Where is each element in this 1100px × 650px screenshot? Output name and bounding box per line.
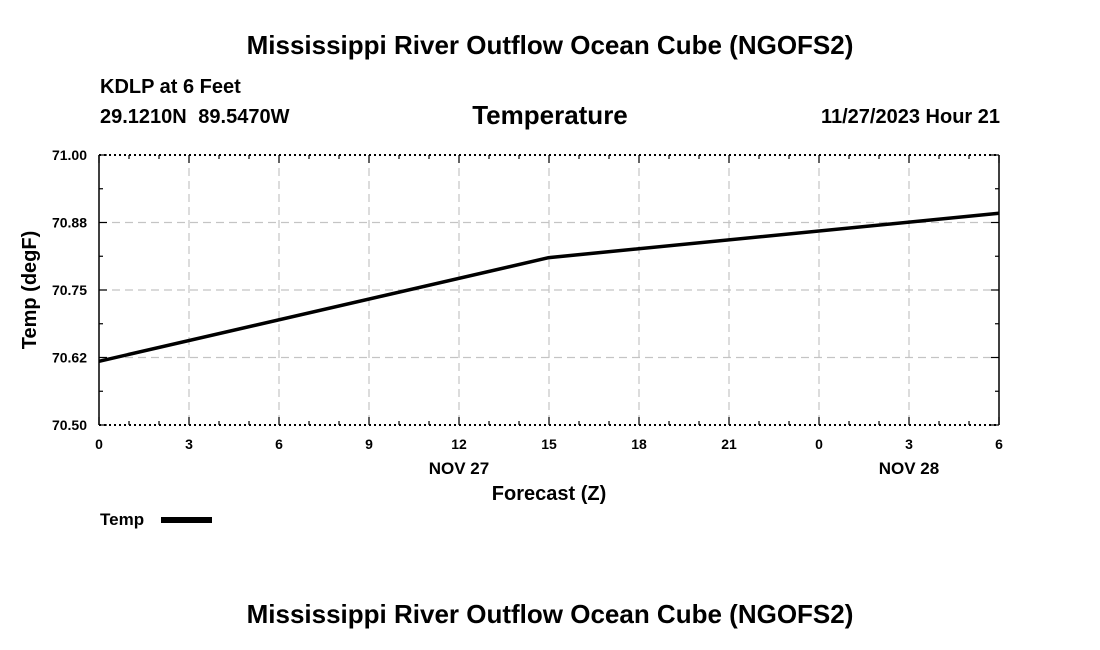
x-tick-label: 9 bbox=[365, 436, 373, 452]
y-tick-label: 70.75 bbox=[52, 282, 87, 298]
grid-layer bbox=[99, 155, 999, 425]
y-axis-label: Temp (degF) bbox=[19, 231, 41, 350]
datetime-label: 11/27/2023 Hour 21 bbox=[820, 106, 1000, 128]
variable-title: Temperature bbox=[472, 100, 628, 130]
coordinates-label: 29.1210N 89.5470W bbox=[100, 106, 290, 128]
y-tick-label: 70.88 bbox=[52, 215, 87, 231]
x-tick-label: 0 bbox=[815, 436, 823, 452]
x-tick-label: 18 bbox=[631, 436, 647, 452]
series-layer bbox=[98, 211, 1000, 364]
legend-label: Temp bbox=[100, 510, 144, 529]
date-label: NOV 27 bbox=[429, 459, 489, 478]
tick-layer bbox=[98, 154, 1000, 426]
temp-series-line bbox=[98, 211, 1000, 364]
x-tick-label: 15 bbox=[541, 436, 557, 452]
footer-title: Mississippi River Outflow Ocean Cube (NG… bbox=[246, 599, 854, 629]
x-tick-label: 6 bbox=[275, 436, 283, 452]
label-layer: 0 3 6 9 12 15 18 21 0 3 6 70.50 70.62 70.75 70.88 71.00… bbox=[52, 147, 1003, 478]
x-tick-label: 12 bbox=[451, 436, 467, 452]
x-tick-label: 3 bbox=[905, 436, 913, 452]
y-tick-label: 70.62 bbox=[52, 350, 87, 366]
legend: Temp bbox=[100, 510, 212, 529]
y-tick-label: 70.50 bbox=[52, 417, 87, 433]
chart-main-title: Mississippi River Outflow Ocean Cube (NG… bbox=[246, 30, 854, 60]
station-label: KDLP at 6 Feet bbox=[100, 76, 241, 98]
x-axis-label: Forecast (Z) bbox=[492, 483, 606, 505]
x-tick-label: 0 bbox=[95, 436, 103, 452]
y-tick-label: 71.00 bbox=[52, 147, 87, 163]
x-tick-label: 6 bbox=[995, 436, 1003, 452]
x-tick-label: 21 bbox=[721, 436, 737, 452]
date-label: NOV 28 bbox=[879, 459, 939, 478]
x-tick-label: 3 bbox=[185, 436, 193, 452]
